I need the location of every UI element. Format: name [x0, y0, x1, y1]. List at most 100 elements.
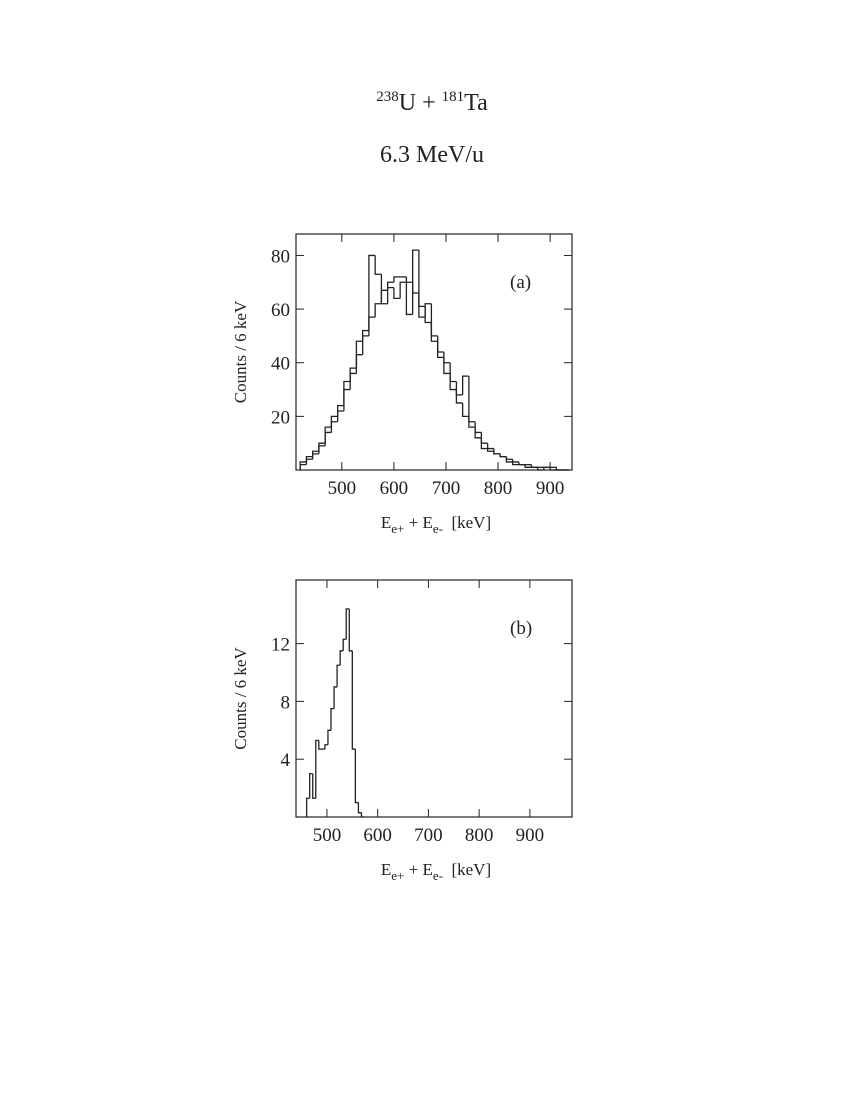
- y-tick-label: 4: [281, 750, 291, 771]
- histogram-step: [368, 316, 376, 336]
- y-tick-label: 8: [281, 692, 291, 713]
- x-axis-title: Ee+ + Ee- [keV]: [381, 860, 491, 883]
- histogram-step: [337, 410, 344, 417]
- histogram-step: [399, 281, 407, 299]
- panel-label: (a): [510, 272, 531, 293]
- histogram-step: [374, 303, 382, 318]
- histogram-step: [343, 388, 351, 406]
- histogram-step: [436, 341, 444, 359]
- histogram-step: [461, 402, 469, 418]
- histogram-step: [327, 729, 332, 745]
- histogram-step: [418, 293, 426, 308]
- x-title-sub: e-: [433, 868, 443, 883]
- x-title-sub: e+: [391, 868, 404, 883]
- histogram-step: [486, 443, 494, 450]
- histogram-step: [324, 431, 332, 444]
- y-tick-label: 80: [271, 246, 290, 267]
- histogram-step: [342, 638, 347, 651]
- y-tick-label: 60: [271, 300, 290, 321]
- histogram-step: [505, 456, 513, 463]
- figure-subtitle: 6.3 MeV/u: [380, 142, 484, 168]
- histogram-step: [355, 354, 363, 374]
- histogram-step: [343, 380, 351, 411]
- histogram-step: [351, 650, 356, 750]
- y-tick-label: 12: [271, 635, 290, 656]
- plot-frame: [295, 579, 573, 818]
- histogram-step: [480, 437, 488, 444]
- histogram-step: [418, 250, 426, 318]
- x-tick-label: 600: [380, 478, 409, 499]
- histogram-step: [387, 281, 394, 291]
- histogram-step: [405, 282, 413, 316]
- histogram-step: [493, 448, 501, 455]
- title-part: U +: [399, 90, 442, 116]
- x-axis-title: Ee+ + Ee- [keV]: [381, 513, 491, 536]
- x-title-part: [keV]: [443, 860, 491, 879]
- plot-frame: [295, 233, 573, 471]
- histogram-step: [411, 249, 419, 315]
- histogram-step: [349, 372, 357, 390]
- histogram-step: [330, 421, 338, 433]
- x-tick-label: 700: [414, 825, 443, 846]
- histogram-step: [393, 276, 401, 283]
- figure-title: 238U + 181Ta: [376, 89, 488, 116]
- x-tick-label: 700: [432, 478, 461, 499]
- histogram-step: [511, 459, 519, 463]
- histogram-step: [312, 453, 319, 460]
- x-title-part: +: [404, 513, 422, 532]
- panel-label: (b): [510, 618, 532, 639]
- histogram-step: [318, 442, 326, 452]
- histogram-step: [430, 322, 438, 342]
- histogram-step: [474, 421, 482, 434]
- histogram-step: [543, 466, 551, 470]
- histogram-step: [312, 773, 316, 799]
- histogram-step: [380, 274, 388, 305]
- histogram-step: [355, 340, 363, 369]
- histogram-step: [315, 739, 319, 799]
- histogram-step: [318, 445, 326, 454]
- x-title-part: E: [422, 860, 432, 879]
- histogram-step: [486, 448, 494, 452]
- x-title-part: E: [381, 860, 391, 879]
- histogram-step: [430, 303, 438, 337]
- x-title-part: [keV]: [443, 513, 491, 532]
- histogram-step: [368, 254, 376, 331]
- histogram-step: [333, 686, 338, 709]
- y-axis-title: Counts / 6 keV: [231, 647, 250, 750]
- histogram-step: [360, 812, 365, 818]
- histogram-step: [337, 404, 344, 422]
- y-axis-title: Counts / 6 keV: [231, 300, 250, 403]
- histogram-step: [505, 456, 513, 460]
- x-tick-label: 600: [363, 825, 392, 846]
- histogram-step: [357, 802, 362, 814]
- histogram-step: [362, 329, 369, 342]
- histogram-step: [330, 707, 335, 731]
- histogram-step: [468, 376, 476, 423]
- histogram-step: [511, 461, 519, 466]
- histogram-step: [411, 282, 419, 294]
- histogram-step: [374, 255, 382, 275]
- histogram-step: [393, 287, 401, 300]
- x-tick-label: 500: [328, 478, 357, 499]
- histogram-step: [324, 426, 332, 446]
- x-title-part: E: [381, 513, 391, 532]
- x-title-sub: e+: [391, 521, 404, 536]
- title-sup: 238: [376, 89, 399, 105]
- histogram-step: [380, 289, 388, 304]
- histogram-step: [348, 608, 353, 652]
- histogram-step: [405, 276, 413, 283]
- histogram-step: [299, 461, 307, 470]
- histogram-step: [299, 463, 307, 470]
- histogram-step: [493, 451, 501, 455]
- histogram-step: [461, 375, 469, 395]
- histogram-step: [305, 458, 313, 465]
- histogram-step: [480, 432, 488, 450]
- histogram-step: [424, 306, 432, 324]
- histogram-step: [362, 335, 369, 355]
- histogram-step: [455, 381, 463, 396]
- histogram-step: [436, 335, 444, 353]
- x-tick-label: 800: [484, 478, 513, 499]
- histogram-step: [354, 749, 359, 804]
- x-tick-label: 800: [465, 825, 494, 846]
